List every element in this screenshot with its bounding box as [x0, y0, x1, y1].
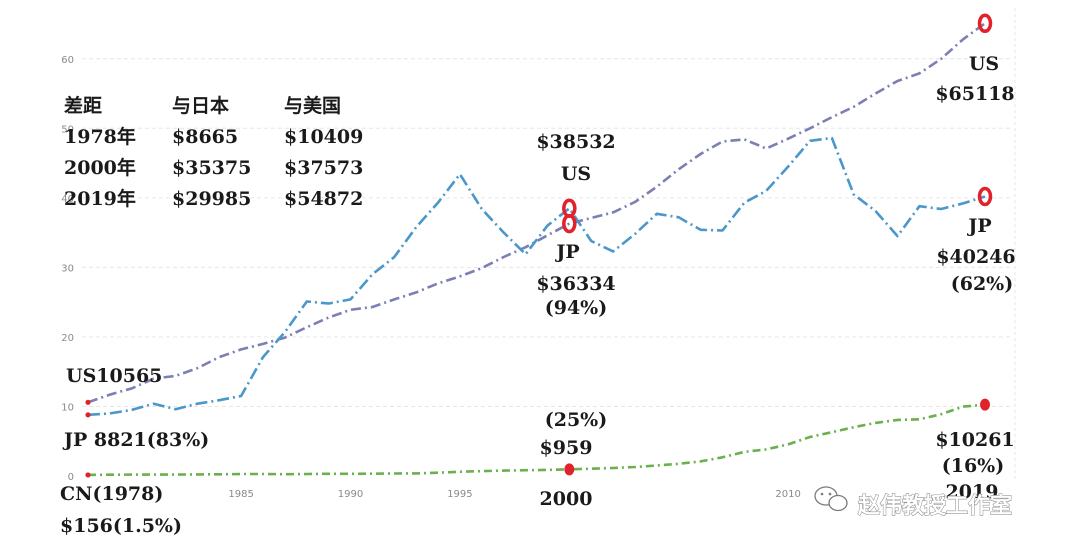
annotation-cn-2000-pct: (25%): [545, 409, 607, 431]
table-header-gap: 差距: [64, 94, 102, 117]
table-row-2000-us: $37573: [284, 157, 363, 179]
y-tick-label: 40: [61, 194, 74, 205]
marker-jp-2000: [562, 198, 577, 219]
y-tick-label: 0: [68, 472, 74, 483]
y-tick-label: 30: [61, 263, 74, 274]
annotation-jp-2019-label: JP: [966, 215, 991, 237]
x-tick-label: 1990: [338, 489, 363, 500]
table-row-2019-japan: $29985: [172, 188, 251, 210]
highlight-markers: [85, 13, 993, 478]
series-line-us: [87, 22, 986, 404]
annotation-us-2000-value: $38532: [536, 131, 615, 153]
gap-table: 差距 与日本 与美国 1978年 $8665 $10409 2000年 $353…: [64, 94, 363, 210]
x-axis-ticks: 1985 1990 1995 2010: [228, 489, 800, 500]
table-row-1978-japan: $8665: [172, 126, 238, 148]
table-header-japan: 与日本: [172, 94, 229, 117]
marker-jp-2019: [977, 186, 993, 207]
annotation-us-2000-label: US: [561, 163, 591, 185]
y-tick-label: 20: [61, 333, 74, 344]
annotation-cn-2019-value: $10261: [935, 429, 1014, 451]
annotation-us-2019-value: $65118: [935, 83, 1014, 105]
y-tick-label: 50: [61, 124, 74, 135]
annotation-jp-2000-pct: (94%): [545, 297, 607, 319]
series-lines: [87, 22, 986, 477]
marker-cn-2000: [564, 463, 575, 476]
y-axis-ticks: 0 10 20 30 40 50 60: [61, 55, 74, 483]
annotation-jp-2000-value: $36334: [536, 273, 615, 295]
marker-us-2019: [977, 13, 993, 34]
grid-lines: [82, 8, 1016, 480]
table-row-1978-year: 1978年: [64, 125, 136, 148]
annotation-us-2019-label: US: [969, 53, 999, 75]
annotation-cn-1978-label: CN(1978): [60, 483, 163, 505]
wechat-icon: [814, 486, 848, 512]
annotation-year-2019: 2019: [946, 481, 999, 503]
y-tick-label: 10: [61, 402, 74, 413]
annotation-year-2000: 2000: [540, 488, 593, 510]
table-row-1978-us: $10409: [284, 126, 363, 148]
annotation-us-1978: US10565: [66, 365, 162, 387]
watermark: 赵伟教授工作室: [814, 486, 1012, 519]
x-tick-label: 2010: [775, 489, 800, 500]
marker-cn-2019: [980, 398, 990, 411]
table-header-us: 与美国: [284, 94, 341, 117]
series-line-jp: [87, 136, 986, 417]
annotation-cn-1978-value: $156(1.5%): [60, 515, 182, 537]
annotation-jp-2000-label: JP: [554, 241, 579, 263]
marker-us-1978: [85, 399, 91, 405]
table-row-2000-japan: $35375: [172, 157, 251, 179]
series-line-cn: [87, 403, 986, 477]
annotation-jp-1978: JP 8821(83%): [62, 429, 209, 451]
y-tick-label: 60: [61, 55, 74, 66]
marker-jp-1978: [85, 412, 91, 418]
watermark-text: 赵伟教授工作室: [857, 493, 1012, 519]
marker-cn-1978: [85, 472, 91, 478]
x-tick-label: 1985: [228, 489, 253, 500]
annotation-jp-2019-pct: (62%): [951, 273, 1013, 295]
annotation-cn-2000-value: $959: [540, 437, 593, 459]
table-row-2019-us: $54872: [284, 188, 363, 210]
annotation-cn-2019-pct: (16%): [942, 455, 1004, 477]
annotation-jp-2019-value: $40246: [936, 246, 1015, 268]
table-row-2000-year: 2000年: [64, 156, 136, 179]
x-tick-label: 1995: [447, 489, 472, 500]
table-row-2019-year: 2019年: [64, 187, 136, 210]
